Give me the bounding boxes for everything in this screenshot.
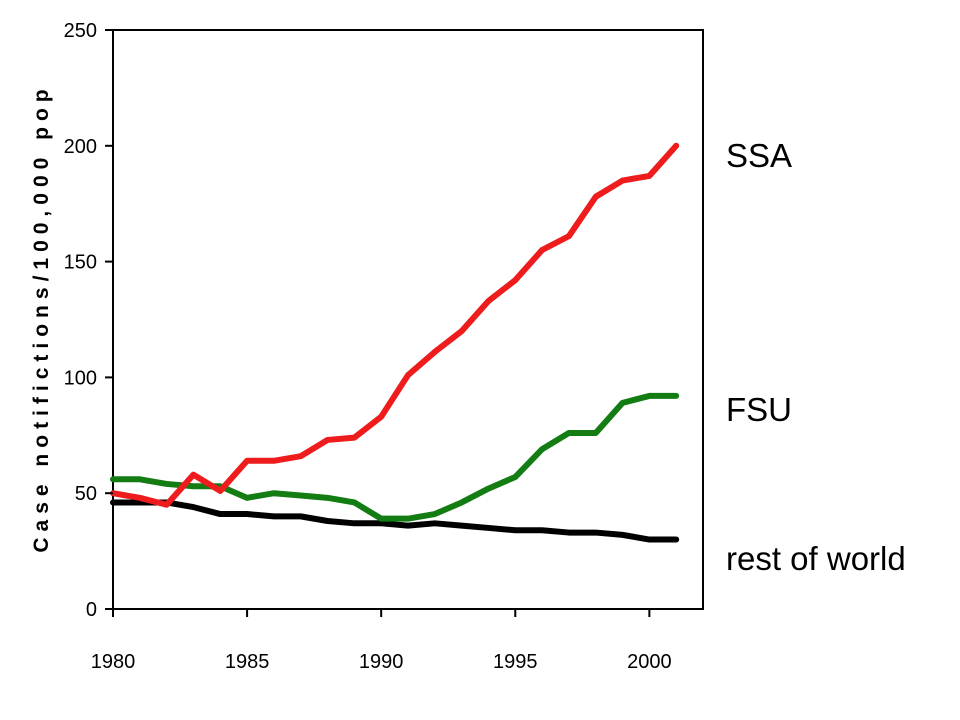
data-point-fsu bbox=[298, 493, 304, 499]
data-point-rest-of-world bbox=[190, 504, 196, 510]
data-point-ssa bbox=[673, 143, 679, 149]
data-point-ssa bbox=[405, 372, 411, 378]
data-point-ssa bbox=[217, 488, 223, 494]
data-point-ssa bbox=[378, 414, 384, 420]
data-point-ssa bbox=[190, 472, 196, 478]
data-point-rest-of-world bbox=[244, 511, 250, 517]
data-point-fsu bbox=[673, 393, 679, 399]
plot-area-frame bbox=[112, 29, 704, 610]
y-tick-label: 200 bbox=[64, 136, 97, 158]
data-point-rest-of-world bbox=[217, 511, 223, 517]
data-point-rest-of-world bbox=[378, 520, 384, 526]
x-tick-label: 1985 bbox=[225, 651, 270, 673]
data-point-rest-of-world bbox=[620, 532, 626, 538]
data-point-ssa bbox=[432, 349, 438, 355]
data-point-ssa bbox=[512, 277, 518, 283]
data-point-rest-of-world bbox=[512, 527, 518, 533]
data-point-ssa bbox=[539, 247, 545, 253]
data-point-fsu bbox=[405, 516, 411, 522]
y-tick-label: 0 bbox=[86, 599, 97, 621]
legend-label-fsu: FSU bbox=[726, 391, 792, 428]
data-point-ssa bbox=[593, 194, 599, 200]
data-point-fsu bbox=[378, 516, 384, 522]
data-point-ssa bbox=[298, 453, 304, 459]
data-point-rest-of-world bbox=[325, 518, 331, 524]
data-point-fsu bbox=[325, 495, 331, 501]
data-point-ssa bbox=[271, 458, 277, 464]
data-point-fsu bbox=[190, 483, 196, 489]
data-point-fsu bbox=[244, 495, 250, 501]
y-tick-label: 150 bbox=[64, 252, 97, 274]
data-point-rest-of-world bbox=[351, 520, 357, 526]
data-point-rest-of-world bbox=[432, 520, 438, 526]
data-point-rest-of-world bbox=[566, 530, 572, 536]
data-point-ssa bbox=[485, 298, 491, 304]
y-tick-label: 100 bbox=[64, 367, 97, 389]
data-point-rest-of-world bbox=[271, 513, 277, 519]
y-tick-label: 250 bbox=[64, 20, 97, 42]
data-point-fsu bbox=[646, 393, 652, 399]
data-point-ssa bbox=[566, 233, 572, 239]
data-point-fsu bbox=[593, 430, 599, 436]
data-point-fsu bbox=[620, 400, 626, 406]
data-point-fsu bbox=[539, 446, 545, 452]
data-point-rest-of-world bbox=[673, 537, 679, 543]
data-point-fsu bbox=[485, 486, 491, 492]
data-point-rest-of-world bbox=[405, 523, 411, 529]
series-line-fsu bbox=[110, 392, 680, 522]
legend-label-ssa: SSA bbox=[726, 137, 792, 174]
data-point-rest-of-world bbox=[485, 525, 491, 531]
series-line-rest-of-world bbox=[110, 499, 680, 543]
data-point-fsu bbox=[566, 430, 572, 436]
data-point-fsu bbox=[110, 476, 116, 482]
data-point-fsu bbox=[137, 476, 143, 482]
legend-label-rest-of-world: rest of world bbox=[726, 540, 906, 577]
data-point-ssa bbox=[137, 495, 143, 501]
data-point-fsu bbox=[164, 481, 170, 487]
data-point-ssa bbox=[459, 328, 465, 334]
y-axis-label: Case notifictions/100,000 pop bbox=[30, 83, 53, 552]
data-point-fsu bbox=[459, 499, 465, 505]
data-point-fsu bbox=[512, 474, 518, 480]
series-line-ssa bbox=[110, 142, 680, 508]
y-tick-label: 50 bbox=[75, 483, 97, 505]
data-point-fsu bbox=[432, 511, 438, 517]
data-point-ssa bbox=[646, 173, 652, 179]
data-point-ssa bbox=[325, 437, 331, 443]
x-tick-label: 2000 bbox=[627, 651, 672, 673]
data-point-rest-of-world bbox=[459, 523, 465, 529]
x-tick-label: 1980 bbox=[91, 651, 136, 673]
data-point-fsu bbox=[351, 499, 357, 505]
data-point-rest-of-world bbox=[539, 527, 545, 533]
data-point-fsu bbox=[271, 490, 277, 496]
data-point-ssa bbox=[244, 458, 250, 464]
data-point-ssa bbox=[620, 178, 626, 184]
data-point-ssa bbox=[164, 502, 170, 508]
data-point-rest-of-world bbox=[646, 537, 652, 543]
data-point-rest-of-world bbox=[593, 530, 599, 536]
x-tick-label: 1995 bbox=[493, 651, 538, 673]
data-point-ssa bbox=[351, 435, 357, 441]
data-point-rest-of-world bbox=[298, 513, 304, 519]
x-tick-label: 1990 bbox=[359, 651, 404, 673]
data-point-rest-of-world bbox=[110, 499, 116, 505]
